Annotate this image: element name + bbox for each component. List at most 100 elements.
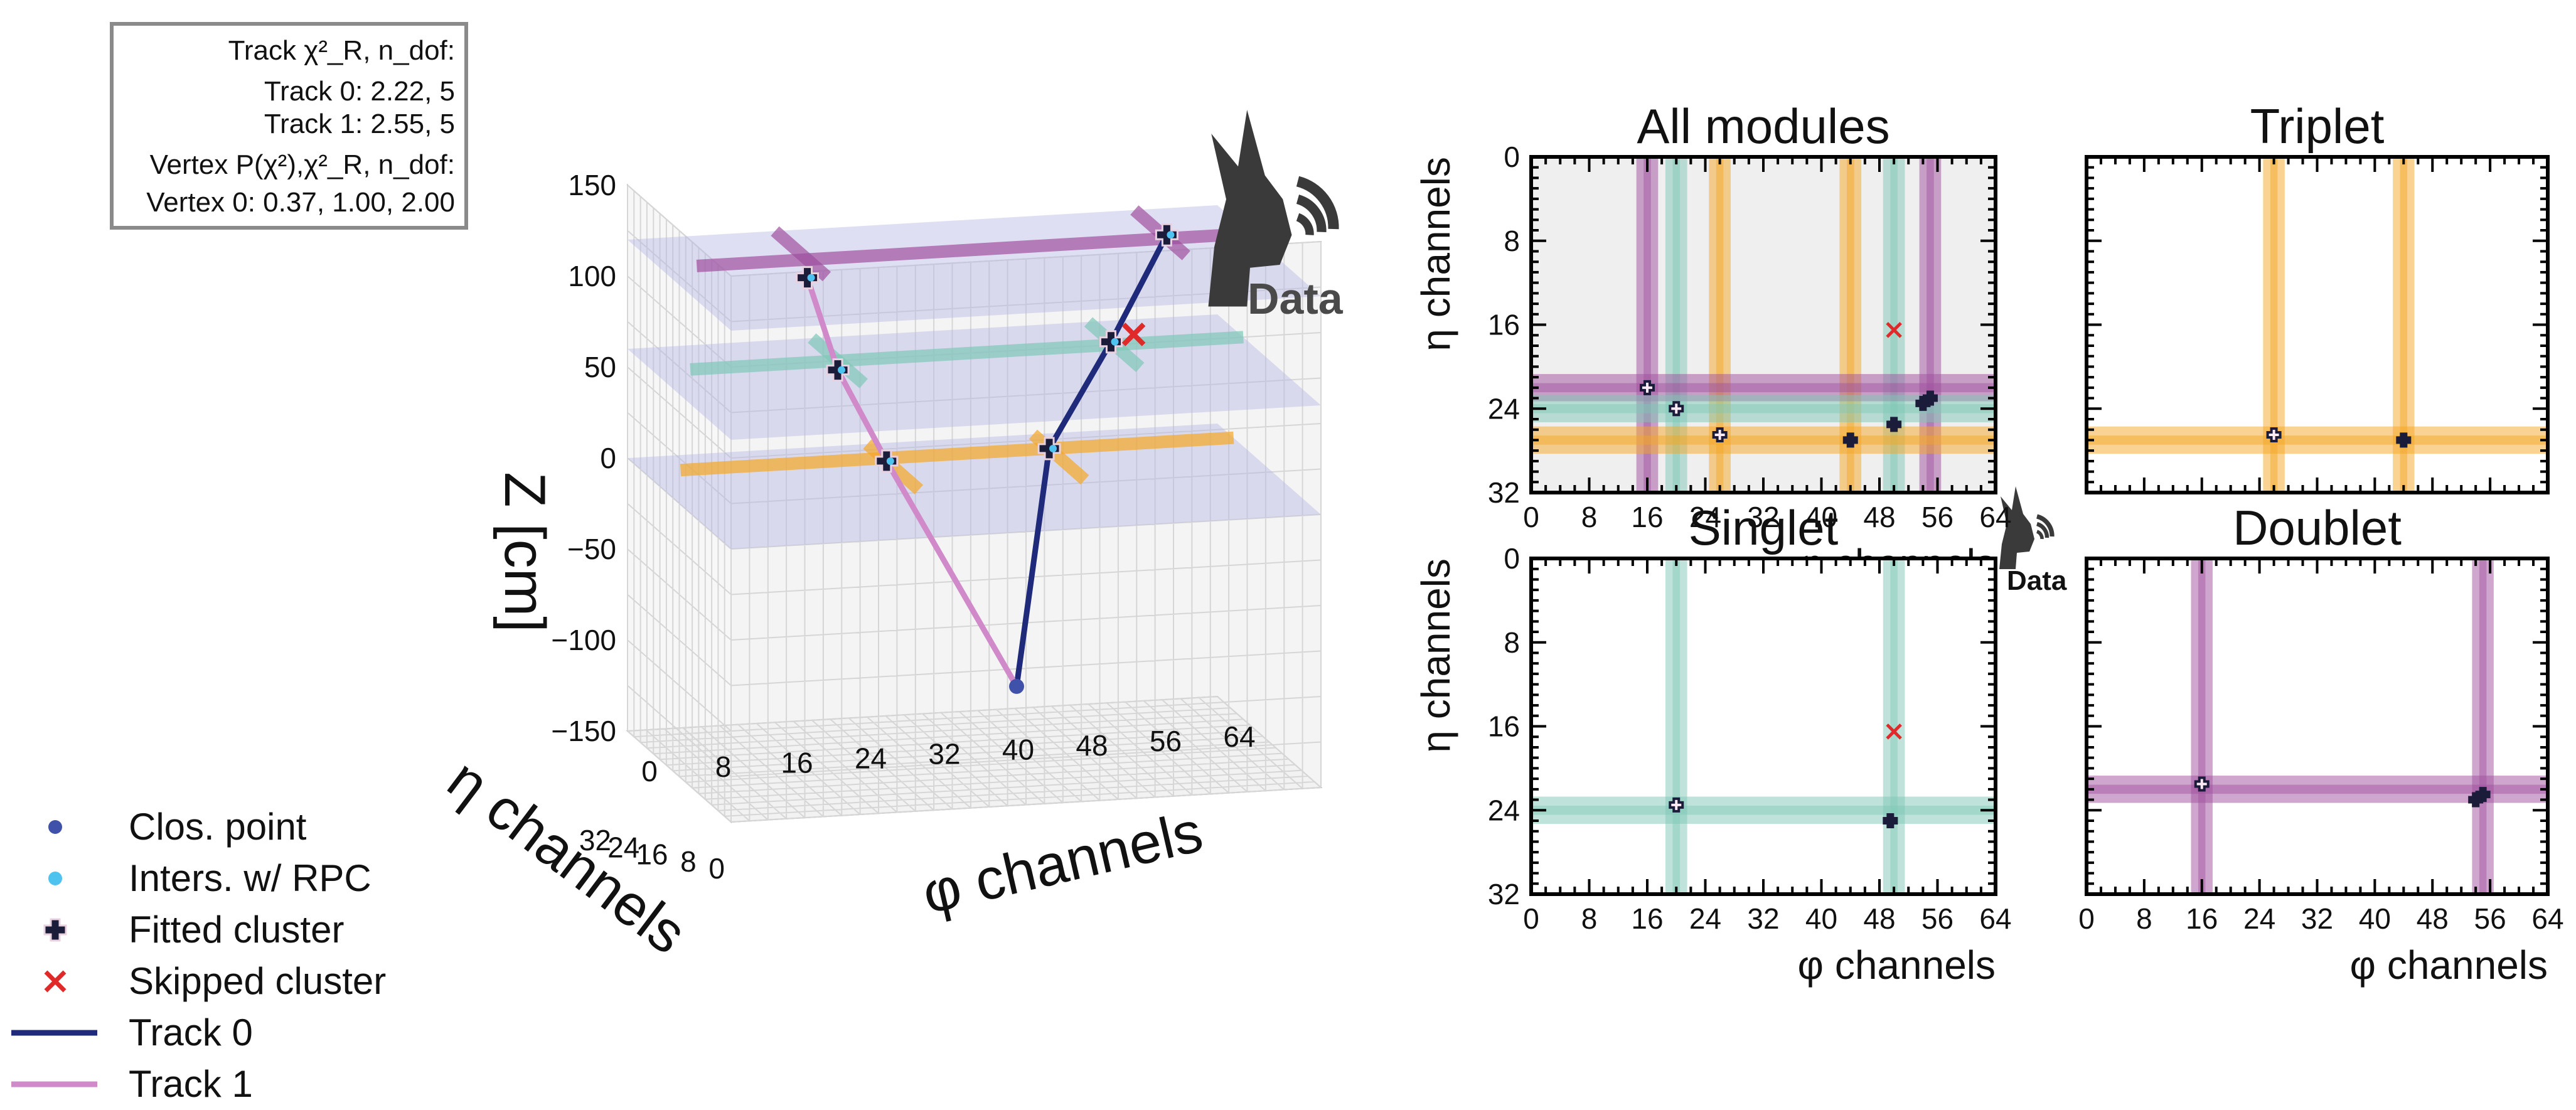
logo-text-small: Data (2007, 565, 2067, 596)
track-line (804, 277, 1019, 688)
closest-point-icon (48, 820, 62, 834)
panel-background (1531, 558, 1996, 894)
layer-plane (628, 424, 1321, 549)
x-tick-label: 40 (1805, 902, 1837, 935)
x-tick-label: 0 (2078, 902, 2095, 935)
rpc-intersection-marker (838, 366, 845, 374)
panel-title: Doublet (2233, 500, 2402, 555)
x-tick-label: 56 (1921, 501, 1953, 533)
x-tick-label: 8 (2136, 902, 2152, 935)
x-tick-label: 48 (2417, 902, 2449, 935)
panel-title: Triplet (2250, 99, 2385, 154)
x-tick-label: 8 (1581, 902, 1598, 935)
y-tick-label: 24 (607, 831, 639, 863)
info-line: Vertex P(χ²),χ²_R, n_dof: (150, 149, 455, 180)
horizontal-strip-core (1531, 435, 1996, 445)
x-tick-label: 8 (715, 750, 732, 783)
x-tick-label: 40 (2359, 902, 2391, 935)
fitted-cluster-marker (875, 449, 899, 473)
legend-entry: Track 0 (11, 1011, 253, 1054)
horizontal-strip-core (1531, 383, 1996, 393)
fitted-cluster-icon (43, 918, 67, 942)
x-tick-label: 48 (1863, 902, 1895, 935)
x-tick-label: 32 (2301, 902, 2333, 935)
y-tick-label: 32 (1488, 476, 1520, 509)
x-tick-label: 64 (1223, 720, 1255, 753)
panel-triplet: Triplet (2085, 99, 2550, 494)
z-tick-label: −150 (551, 715, 616, 747)
rpc-intersection-marker (1049, 444, 1057, 452)
y-tick-label: 24 (1488, 794, 1520, 826)
vertical-strip-core (1716, 157, 1724, 493)
rpc-intersection-icon (48, 872, 62, 885)
info-line: Track 0: 2.22, 5 (264, 76, 455, 107)
y-tick-label: 8 (1504, 626, 1520, 659)
y-axis-label: η channels (1413, 558, 1458, 753)
x-tick-label: 64 (1979, 902, 2011, 935)
vertical-strip (2472, 558, 2494, 894)
fitted-cluster-marker (1712, 427, 1728, 443)
x-tick-label: 40 (1805, 501, 1837, 533)
x-tick-label: 24 (2243, 902, 2275, 935)
legend-label: Track 0 (129, 1011, 253, 1054)
fitted-cluster-marker (1037, 437, 1061, 461)
panels-2d: All modules 0 8 16 24 32 40 48 56 64 0 8 16 24 32 φ cha… (1413, 99, 2564, 988)
x-tick-label: 0 (1523, 902, 1539, 935)
info-line: Vertex 0: 0.37, 1.00, 2.00 (146, 187, 455, 218)
rpc-intersection-marker (807, 274, 815, 282)
x-axis-label: φ channels (2350, 942, 2548, 988)
axis-ticks (1530, 557, 1997, 895)
z-tick-label: 150 (568, 169, 616, 201)
legend-label: Skipped cluster (129, 960, 386, 1002)
vertical-strip-core (1672, 558, 1681, 894)
3d-x-axis-label: φ channels (917, 799, 1209, 926)
info-line: Track χ²_R, n_dof: (228, 35, 455, 66)
3d-layer-planes (628, 205, 1321, 549)
vertical-strip-core (2270, 157, 2278, 493)
axis-ticks (2085, 557, 2549, 895)
legend-label: Clos. point (129, 806, 307, 848)
z-tick-label: −100 (551, 624, 616, 656)
y-tick-label: 24 (1488, 392, 1520, 425)
x-tick-label: 64 (1979, 501, 2011, 533)
vertical-strip (2191, 558, 2213, 894)
fitted-cluster-marker (1640, 380, 1655, 395)
layer-strip (680, 431, 1234, 477)
x-tick-label: 56 (1921, 902, 1953, 935)
y-tick-label: 8 (1504, 225, 1520, 257)
panel-3d: 0 8 16 24 32 40 48 56 64150100500−50−100−1500816… (436, 110, 1344, 966)
x-tick-label: 16 (1631, 501, 1663, 533)
horizontal-strip-core (2087, 435, 2548, 445)
fitted-cluster-marker (1669, 797, 1684, 813)
vertical-strip-core (1890, 157, 1898, 493)
horizontal-strip-core (1531, 404, 1996, 414)
z-tick-label: −50 (567, 533, 616, 565)
vertical-strip-core (1890, 558, 1898, 894)
vertical-strip-core (1846, 157, 1854, 493)
x-tick-label: 24 (1689, 902, 1721, 935)
y-tick-label: 0 (708, 852, 725, 885)
panel-title: Singlet (1689, 500, 1839, 555)
legend-entry: Skipped cluster (44, 960, 386, 1002)
x-tick-label: 16 (1631, 902, 1663, 935)
legend-entry: Fitted cluster (43, 909, 344, 951)
vertical-strip-core (2479, 558, 2487, 894)
z-tick-label: 0 (600, 442, 616, 474)
y-tick-label: 32 (1488, 878, 1520, 910)
legend-entry: Track 1 (11, 1063, 253, 1105)
3d-markers (796, 223, 1178, 694)
track-line (1013, 233, 1170, 687)
3d-z-axis-label: Z [cm] (493, 472, 557, 632)
x-tick-label: 24 (1689, 501, 1721, 533)
logo-text: Data (1248, 274, 1344, 323)
legend-label: Track 1 (129, 1063, 253, 1105)
x-tick-label: 16 (2186, 902, 2218, 935)
legend-entry: Inters. w/ RPC (48, 857, 371, 899)
fitted-cluster-marker (1842, 432, 1858, 448)
x-tick-label: 24 (855, 742, 887, 774)
data-logo-small: Data (1999, 486, 2067, 596)
panel-singlet: Singlet 0 8 16 24 32 40 48 56 64 0 8 16 24 32 φ channel… (1413, 500, 2012, 988)
y-tick-label: 16 (1488, 710, 1520, 743)
3d-grid (626, 183, 1323, 824)
panel-title: All modules (1637, 99, 1889, 154)
